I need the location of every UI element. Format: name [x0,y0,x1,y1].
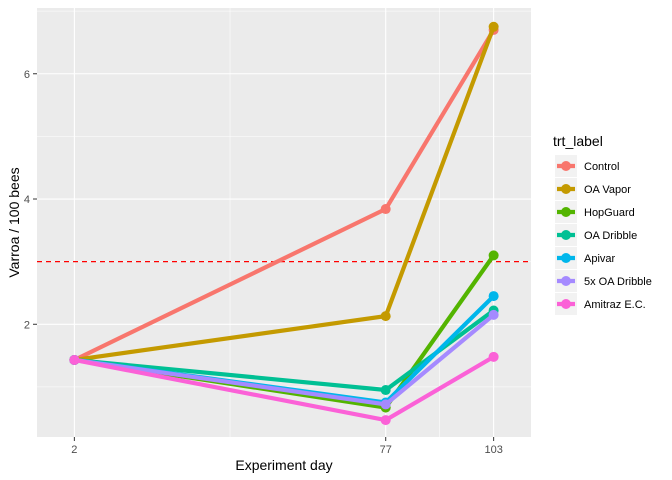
legend-key-point [561,184,571,194]
data-point [488,291,499,302]
plot-panel [37,8,531,437]
data-point [380,399,391,410]
data-point [380,311,391,322]
legend-label: Control [584,161,619,173]
y-axis-title: Varroa / 100 bees [6,167,22,277]
legend: trt_label Control OA Vapor HopGuard OA Drib… [553,133,652,315]
legend-label: Apivar [584,253,616,265]
legend-label: HopGuard [584,207,635,219]
legend-label: OA Vapor [584,184,631,196]
legend-key-point [561,207,571,217]
legend-key-point [561,230,571,240]
data-point [380,385,391,396]
legend-label: OA Dribble [584,230,637,242]
legend-key-point [561,161,571,171]
data-point [380,415,391,426]
legend-label: Amitraz E.C. [584,299,646,311]
data-point [488,309,499,320]
x-tick-label: 2 [71,444,77,456]
legend-title: trt_label [553,133,603,149]
legend-key-point [561,299,571,309]
x-axis-title: Experiment day [235,457,332,473]
y-tick-label: 6 [24,69,30,81]
legend-key-point [561,276,571,286]
y-tick-label: 2 [24,319,30,331]
y-tick-label: 4 [24,194,30,206]
data-point [69,354,80,365]
x-tick-label: 77 [380,444,392,456]
series-layer [69,21,499,426]
legend-label: 5x OA Dribble [584,276,652,288]
legend-key-point [561,253,571,263]
x-tick-label: 103 [484,444,502,456]
data-point [488,21,499,32]
axes: 2 4 6 2 77 103 [24,69,503,456]
major-gridlines [37,8,531,437]
series-group [69,351,499,426]
data-point [488,250,499,261]
data-point [488,351,499,362]
data-point [380,204,391,215]
